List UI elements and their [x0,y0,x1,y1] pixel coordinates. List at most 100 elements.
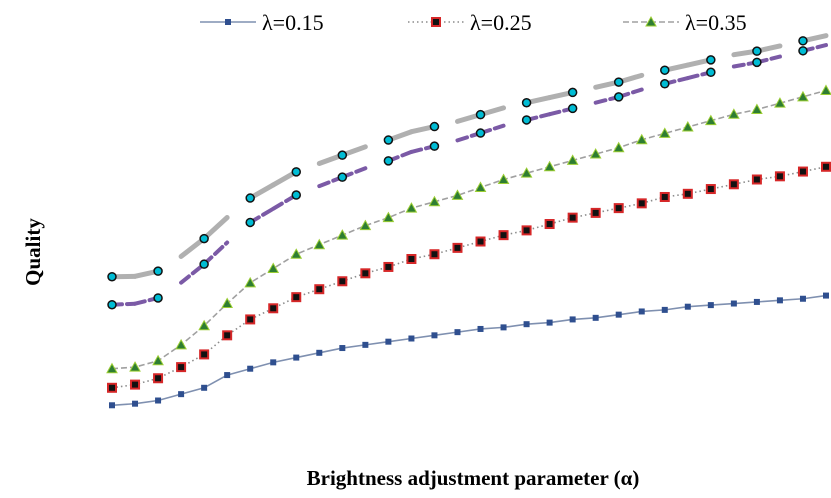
data-point [658,127,671,138]
data-point [728,108,740,119]
series-line-1 [111,165,827,389]
data-point [682,188,693,199]
data-point [431,332,438,339]
data-point [408,335,415,342]
data-point [176,362,187,373]
data-point [198,319,210,331]
legend-label-2: λ=0.35 [685,10,747,35]
data-point [313,238,326,250]
data-point [362,341,369,348]
data-point [452,242,463,253]
data-point [451,189,464,200]
decor-upper-dot [521,97,532,108]
data-point [107,382,117,393]
decor-lower-dot [429,141,440,151]
data-point [221,297,234,309]
data-point [224,372,231,379]
data-point [291,292,302,303]
data-point [199,349,210,360]
data-point [129,361,141,372]
decor-lower-dot [475,128,486,138]
decor-upper-dot [798,36,808,46]
data-point [245,314,256,325]
legend-marker-2 [645,15,657,27]
decor-lower-dot [153,293,163,303]
decor-upper-dot [660,65,670,75]
decor-upper-dot [291,167,302,177]
data-point [590,207,601,218]
decor-lower-dot [521,115,532,125]
data-point [178,391,185,398]
data-point [429,249,440,260]
decor-upper-dot [153,266,163,276]
data-point [385,338,392,345]
decor-upper-segment [201,215,230,242]
data-point [821,161,831,172]
data-point [823,292,829,299]
decor-upper-dot [706,55,716,65]
decor-upper-dot [475,109,486,120]
data-point [244,276,257,288]
decor-lower [107,43,828,310]
decor-lower-dot [567,103,578,114]
data-point [589,148,602,159]
data-point [799,295,806,302]
decor-lower-dot [752,57,762,68]
y-axis-title: Quality [21,218,45,286]
data-point [497,173,510,184]
decor-upper-dot [567,87,578,98]
data-point [544,219,555,230]
decor-lower-dot [383,156,394,166]
legend-item-0: λ=0.15 [200,10,324,35]
data-point [566,154,579,165]
data-point [797,90,809,102]
data-point [247,365,254,372]
data-point [153,373,164,384]
data-point [567,212,578,223]
legend-item-1: λ=0.25 [408,10,532,35]
data-point [382,211,395,223]
data-point [339,345,346,352]
data-point [751,174,762,185]
decor-lower-dot [107,299,117,310]
legend-label-1: λ=0.25 [470,10,532,35]
data-point [569,316,576,323]
data-point [428,195,441,207]
data-point [638,308,645,315]
data-point [152,354,164,366]
decor-upper-dot [337,150,348,160]
data-point [592,314,599,321]
decor-upper-dot [199,233,209,244]
decorative-lines [107,33,829,310]
decor-lower-dot [291,190,302,200]
data-point [659,191,670,202]
decor-upper [107,33,829,282]
data-point [314,284,325,295]
legend-label-0: λ=0.15 [262,10,324,35]
x-axis-title: Brightness adjustment parameter (α) [307,466,640,490]
data-point [636,198,647,209]
data-point [774,171,785,182]
series-line-0 [111,294,827,407]
decor-lower-dot [798,46,808,56]
data-point [406,254,417,264]
data-point [753,298,760,305]
data-point [820,84,831,95]
data-point [546,319,553,326]
decor-upper-dot [752,46,762,56]
decor-lower-dot [199,259,209,269]
data-point [521,225,532,236]
data-point [705,184,716,195]
data-point [337,276,348,287]
data-point [776,297,783,304]
data-point [523,321,530,328]
data-point [635,133,648,145]
decor-lower-dot [660,79,670,89]
data-point [267,262,280,274]
data-point [383,261,394,272]
decor-lower-dot [706,67,716,78]
data-point [405,202,418,213]
data-point [475,236,486,247]
decor-lower-dot [337,172,348,182]
decor-upper-dot [107,271,117,282]
